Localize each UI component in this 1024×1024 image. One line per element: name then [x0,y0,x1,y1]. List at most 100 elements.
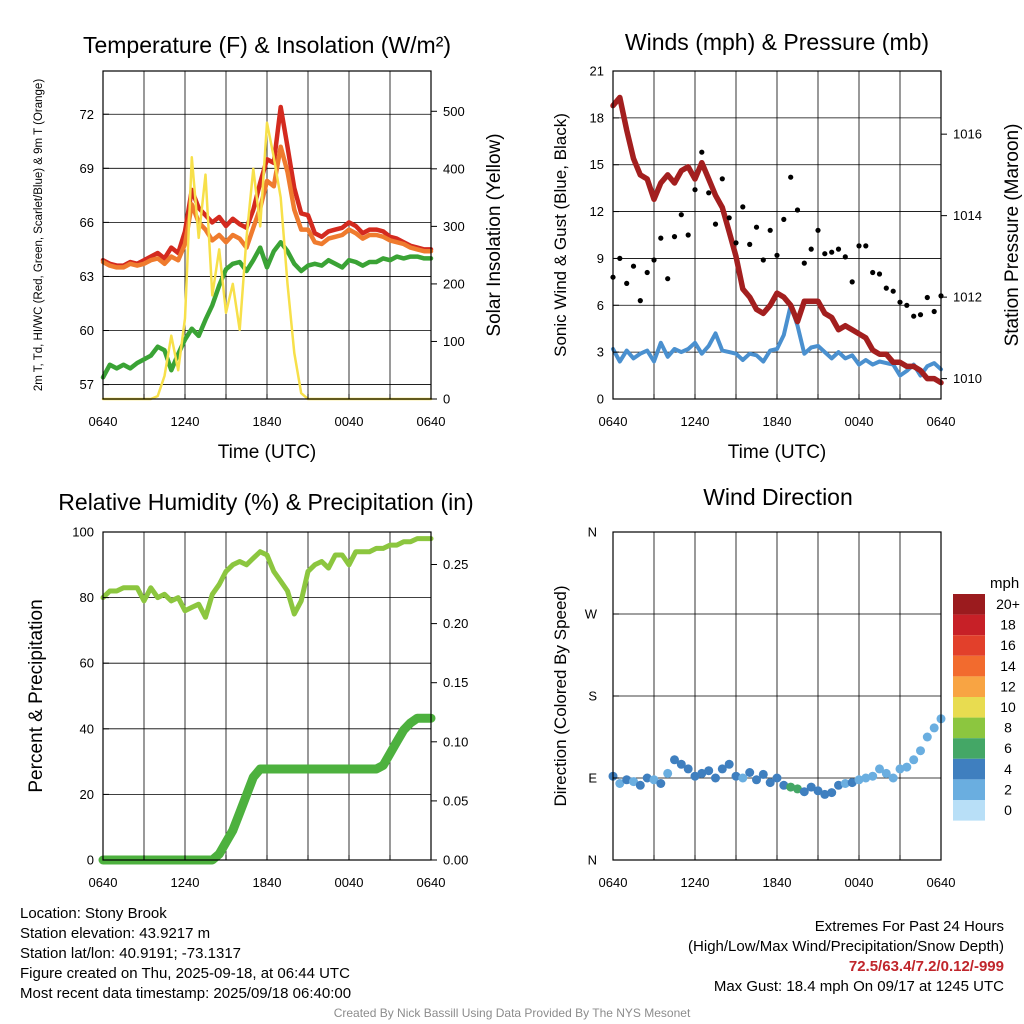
gust-point [788,174,794,180]
direction-point [888,773,898,783]
direction-point [690,771,700,781]
speed-legend-title: mph [990,575,1019,592]
y-left-tick-label: 63 [80,269,94,284]
direction-point [622,775,632,785]
gust-point [760,257,766,263]
y-right-tick-label: 500 [443,104,465,119]
direction-point [663,768,673,778]
y-right-tick-label: 0.00 [443,853,468,868]
x-tick-label: 0640 [417,875,446,890]
direction-point [881,768,891,778]
y-right-tick-label: 1010 [953,371,982,386]
temperature-x-axis-label: Time (UTC) [218,442,317,463]
winds-x-axis-label: Time (UTC) [728,442,827,463]
humidity-chart-title: Relative Humidity (%) & Precipitation (i… [58,489,473,515]
direction-point [922,732,932,742]
direction-point [827,788,837,798]
legend-label: 14 [1000,658,1016,674]
y-left-tick-label: 0 [597,392,604,407]
gust-point [808,246,814,252]
x-tick-label: 1840 [763,414,792,429]
x-tick-label: 1840 [253,875,282,890]
legend-label: 8 [1004,720,1012,736]
legend-label: 2 [1004,781,1012,797]
wind-direction-chart-title: Wind Direction [703,484,853,510]
y-left-tick-label: 69 [80,161,94,176]
extremes-summary: Extremes For Past 24 Hours (High/Low/Max… [688,917,1004,997]
temperature-chart-title: Temperature (F) & Insolation (W/m²) [83,32,451,58]
x-tick-label: 1840 [763,875,792,890]
direction-point [834,780,843,790]
gust-point [630,263,637,269]
legend-swatch [953,697,985,718]
gust-point [897,299,903,305]
direction-point [861,773,871,783]
y-right-tick-label: 1014 [953,208,982,223]
series-line-relative-humidity [100,536,434,620]
gust-point [911,313,917,319]
direction-point [629,777,638,787]
y-left-tick-label: 40 [80,721,94,736]
y-right-tick-label: 0.20 [443,616,468,631]
gust-point [924,294,930,301]
gust-point [917,312,924,318]
gust-point [863,243,869,249]
direction-point [868,771,878,781]
y-right-tick-label: 0.25 [443,557,468,572]
gust-point [637,298,643,304]
direction-point [670,755,679,765]
station-info: Location: Stony Brook Station elevation:… [20,904,351,1004]
x-tick-label: 0040 [845,414,874,429]
direction-point [772,773,782,783]
direction-point [895,764,905,774]
station-latlon: Station lat/lon: 40.9191; -73.1317 [20,945,242,962]
legend-swatch [953,614,985,636]
temperature-panel: Temperature (F) & Insolation (W/m²) 0640… [33,32,505,463]
y-left-tick-label: W [585,607,598,622]
legend-label: 20+ [996,596,1020,612]
temperature-grid [103,71,431,399]
direction-point [820,789,830,799]
direction-point [779,780,789,790]
y-left-tick-label: N [588,853,597,868]
direction-point [758,769,768,779]
gust-point [740,204,746,210]
direction-point [840,779,850,788]
direction-point [683,764,693,774]
direction-point [697,768,707,778]
y-left-tick-label: 15 [590,157,604,172]
y-left-tick-label: E [588,771,597,786]
y-right-tick-label: 0 [443,392,450,407]
gust-point [658,235,664,241]
gust-point [794,207,801,213]
gust-point [747,241,753,247]
direction-point [806,782,816,792]
gust-point [733,240,739,246]
gust-point [685,232,691,238]
gust-point [856,243,862,249]
legend-label: 6 [1004,740,1012,756]
direction-point [793,784,802,794]
winds-panel: Winds (mph) & Pressure (mb) 0640 1240 1840… [551,29,1023,463]
y-left-tick-label: S [588,689,597,704]
direction-point [909,755,919,765]
legend-swatch [953,594,985,615]
latest-data-timestamp: Most recent data timestamp: 2025/09/18 0… [20,985,352,1002]
y-right-tick-label: 0.15 [443,675,468,690]
y-left-tick-label: 66 [80,215,94,230]
solar-right-axis-label: Solar Insolation (Yellow) [484,133,505,336]
x-tick-label: 0640 [417,414,446,429]
x-tick-label: 0040 [845,875,874,890]
y-left-tick-label: 0 [87,853,94,868]
temperature-plot-frame [102,70,432,400]
humidity-left-axis-label: Percent & Precipitation [26,599,47,792]
humidity-grid [103,532,431,860]
gust-point [665,276,671,282]
x-tick-label: 0040 [335,875,364,890]
y-left-tick-label: 100 [72,525,94,540]
x-tick-label: 0640 [927,875,956,890]
y-right-tick-label: 0.10 [443,734,468,749]
gust-point [692,187,698,193]
max-gust: Max Gust: 18.4 mph On 09/17 at 1245 UTC [713,978,1004,995]
